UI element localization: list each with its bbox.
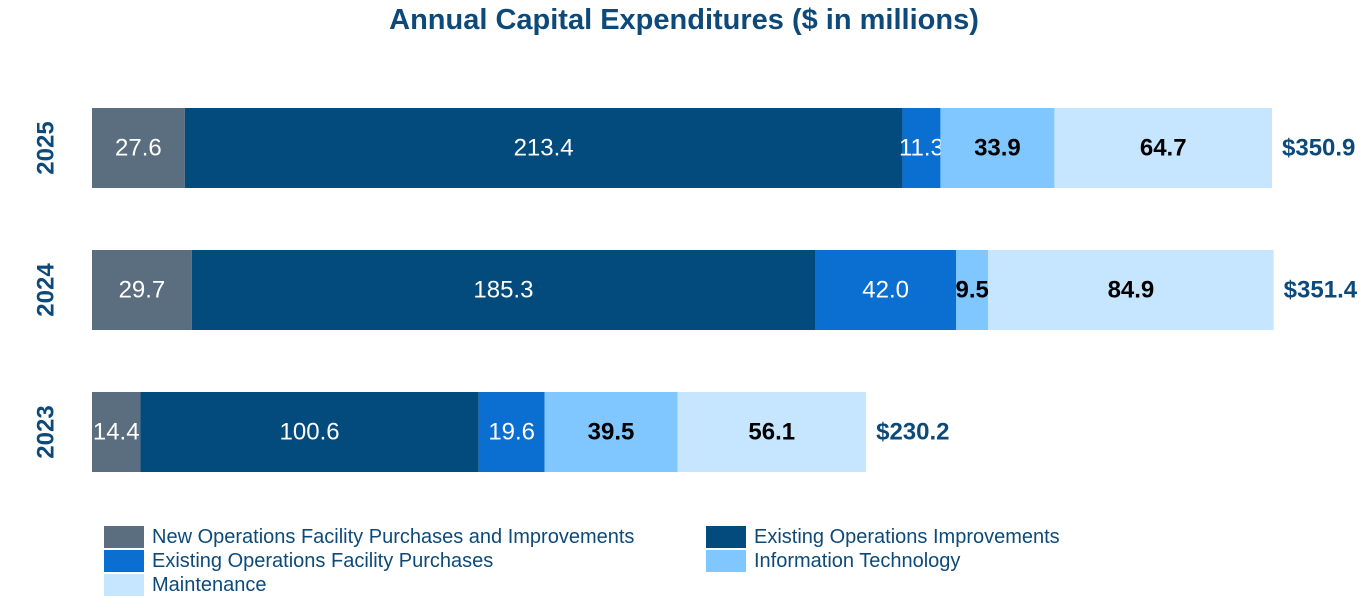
bar-segment xyxy=(92,250,192,330)
chart-title: Annual Capital Expenditures ($ in millio… xyxy=(389,4,979,36)
data-label: 42.0 xyxy=(862,277,909,304)
data-label: 185.3 xyxy=(473,277,533,304)
data-label: 213.4 xyxy=(514,135,574,162)
bar-segment xyxy=(956,250,989,330)
legend-item-existing-operations-facility: Existing Operations Facility Purchases xyxy=(104,550,706,572)
legend-swatch xyxy=(104,526,144,548)
legend-label: New Operations Facility Purchases and Im… xyxy=(152,525,635,548)
stacked-bar-chart: 2025 27.6 213.4 11.3 33.9 64.7 $350.9 2024 29.7 1… xyxy=(33,108,1358,472)
chart-legend: New Operations Facility Purchases and Im… xyxy=(104,526,1304,596)
bar-segment xyxy=(988,250,1274,330)
bar-segment xyxy=(478,392,545,472)
category-label: 2024 xyxy=(33,263,60,317)
bar-segment xyxy=(140,392,479,472)
total-label: $351.4 xyxy=(1284,277,1358,304)
legend-item-existing-operations-improvements: Existing Operations Improvements xyxy=(706,526,1306,548)
legend-label: Maintenance xyxy=(152,573,267,596)
legend-item-new-operations: New Operations Facility Purchases and Im… xyxy=(104,526,706,548)
legend-label: Information Technology xyxy=(754,549,961,572)
legend-swatch xyxy=(706,526,746,548)
bar-segment xyxy=(92,392,141,472)
data-label: 19.6 xyxy=(488,419,535,446)
data-label: 33.9 xyxy=(974,135,1021,162)
bar-segment xyxy=(902,108,941,188)
legend-label: Existing Operations Improvements xyxy=(754,525,1060,548)
data-label: 64.7 xyxy=(1140,135,1187,162)
legend-swatch xyxy=(104,574,144,596)
bar-segment xyxy=(814,250,957,330)
total-label: $350.9 xyxy=(1282,135,1355,162)
bar-segment xyxy=(677,392,867,472)
category-label: 2025 xyxy=(33,121,60,174)
data-label: 84.9 xyxy=(1108,277,1155,304)
data-label: 39.5 xyxy=(588,419,635,446)
bar-segment xyxy=(1054,108,1272,188)
data-label: 100.6 xyxy=(280,419,340,446)
bar-segment xyxy=(191,250,815,330)
legend-item-information-technology: Information Technology xyxy=(706,550,1306,572)
legend-item-maintenance: Maintenance xyxy=(104,574,706,596)
legend-swatch xyxy=(706,550,746,572)
data-label: 56.1 xyxy=(748,419,795,446)
total-label: $230.2 xyxy=(876,419,949,446)
legend-swatch xyxy=(104,550,144,572)
data-label: 29.7 xyxy=(119,277,166,304)
data-label: 27.6 xyxy=(115,135,162,162)
bar-segment xyxy=(544,392,678,472)
data-label: 9.5 xyxy=(956,277,989,304)
bar-segment xyxy=(184,108,903,188)
data-label: 11.3 xyxy=(899,135,944,162)
legend-label: Existing Operations Facility Purchases xyxy=(152,549,494,572)
bar-segment xyxy=(92,108,185,188)
data-label: 14.4 xyxy=(93,419,140,446)
category-label: 2023 xyxy=(33,405,60,458)
bar-segment xyxy=(940,108,1055,188)
